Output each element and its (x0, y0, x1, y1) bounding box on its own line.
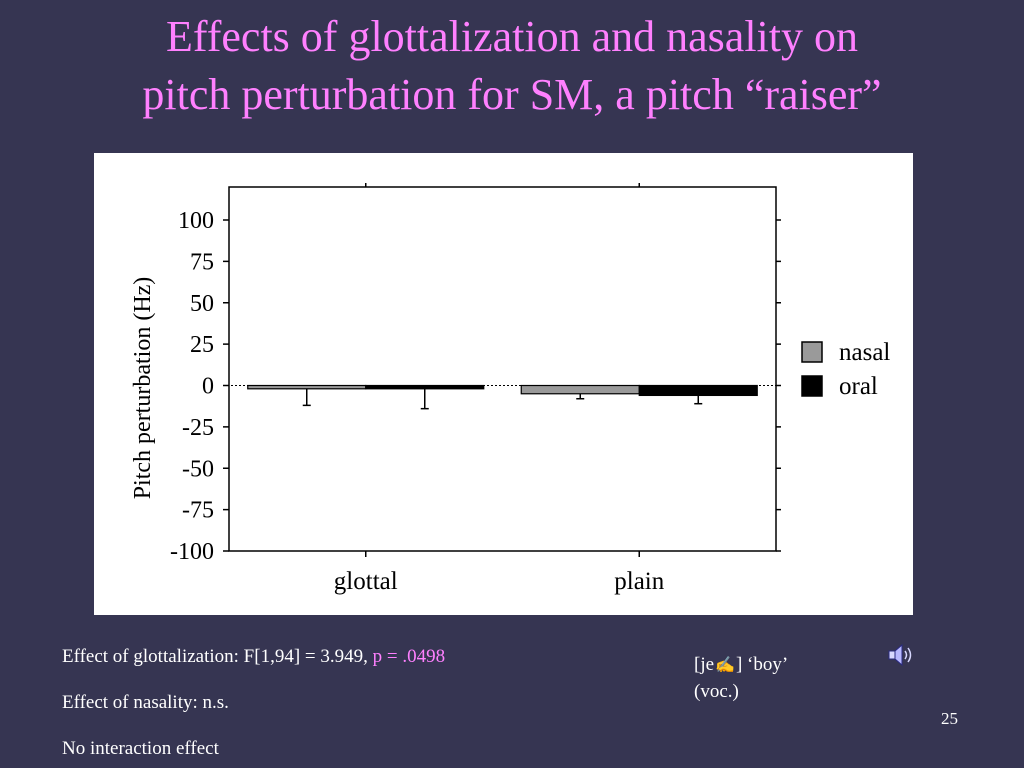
nasality-effect-text: Effect of nasality: n.s. (62, 692, 229, 713)
y-tick-label: -100 (170, 539, 214, 565)
x-tick-label: glottal (334, 568, 398, 595)
y-tick-label: -50 (182, 456, 214, 482)
y-axis-label: Pitch perturbation (Hz) (130, 277, 156, 500)
bar-chart: 100 75 50 25 0 -25 -50 -75 -100 Pitch perturbatio… (130, 183, 890, 595)
bar-oral-glottal (365, 384, 485, 390)
word-gloss-line-2: (voc.) (694, 681, 739, 702)
word-gloss: ] ‘boy’ (735, 654, 789, 675)
interaction-effect-text: No interaction effect (62, 738, 219, 759)
ipa-glyph: ✍ (715, 657, 735, 674)
glottalization-effect-label: Effect of glottalization: F[1,94] = 3.94… (62, 646, 373, 667)
slide-title-line-1: Effects of glottalization and nasality o… (166, 12, 858, 61)
glottalization-p-value: p = .0498 (372, 646, 446, 667)
bar-nasal-glottal (247, 384, 367, 390)
legend-label-nasal: nasal (839, 339, 890, 366)
x-tick-label: plain (614, 568, 664, 595)
plot-frame (228, 186, 777, 552)
glottalization-effect-text: Effect of glottalization: F[1,94] = 3.94… (62, 646, 445, 668)
y-tick-label: 25 (190, 332, 214, 358)
word-open: [je (694, 654, 715, 675)
page-number: 25 (941, 709, 958, 728)
example-word: [je✍] ‘boy’ (voc.) (694, 652, 788, 705)
y-tick-label: 75 (190, 249, 214, 275)
y-tick-label: 0 (202, 374, 214, 400)
y-tick-label: -75 (182, 498, 214, 524)
legend-label-oral: oral (839, 373, 878, 400)
slide-title-line-2: pitch perturbation for SM, a pitch “rais… (142, 70, 882, 119)
bar-nasal-plain (520, 384, 640, 395)
legend-swatch-nasal (801, 341, 823, 363)
y-tick-label: 50 (190, 291, 214, 317)
y-tick-label: 100 (178, 208, 214, 234)
legend-swatch-oral (801, 375, 823, 397)
y-tick-label: -25 (182, 415, 214, 441)
speaker-sound-icon[interactable] (886, 642, 916, 668)
slide-title: Effects of glottalization and nasality o… (0, 8, 1024, 124)
bar-oral-plain (638, 384, 758, 397)
chart-panel: 100 75 50 25 0 -25 -50 -75 -100 Pitch perturbatio… (94, 153, 913, 615)
